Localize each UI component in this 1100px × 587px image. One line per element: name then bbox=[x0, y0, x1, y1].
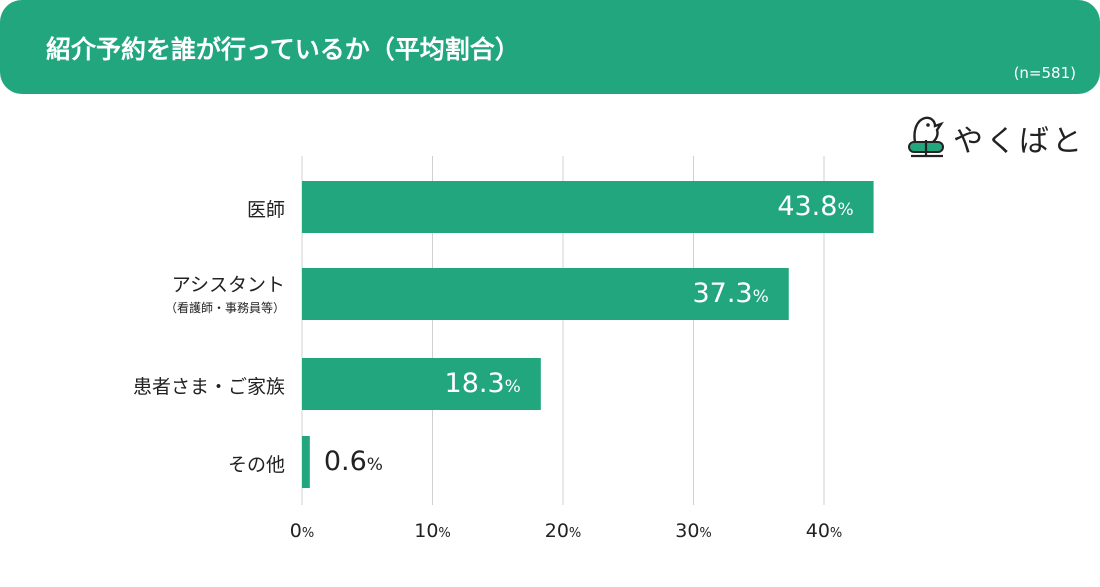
x-tick-value: 30 bbox=[675, 520, 700, 542]
value-unit: % bbox=[504, 377, 521, 397]
value-number: 43.8 bbox=[777, 191, 838, 222]
bar bbox=[302, 436, 310, 488]
value-label: 43.8% bbox=[777, 191, 853, 222]
x-tick-label: 20% bbox=[545, 520, 582, 542]
x-tick-unit: % bbox=[438, 526, 451, 541]
x-tick-value: 40 bbox=[805, 520, 830, 542]
x-tick-label: 30% bbox=[675, 520, 712, 542]
bar bbox=[302, 181, 874, 233]
x-tick-unit: % bbox=[699, 526, 712, 541]
bird-logo-icon bbox=[908, 116, 944, 158]
bar bbox=[302, 358, 541, 410]
x-tick-unit: % bbox=[301, 526, 315, 541]
x-tick-value: 20 bbox=[544, 520, 569, 542]
x-tick-label: 40% bbox=[806, 520, 843, 542]
brand-logo: やくばと bbox=[905, 112, 1085, 162]
category-label: その他 bbox=[227, 454, 285, 476]
chart-title: 紹介予約を誰が行っているか（平均割合） bbox=[46, 35, 520, 64]
sample-size: (n=581) bbox=[1013, 64, 1076, 82]
category-label: 医師 bbox=[246, 199, 285, 221]
category-label: アシスタント bbox=[171, 274, 285, 296]
logo-text: やくばと bbox=[953, 124, 1085, 159]
x-tick-label: 0% bbox=[290, 520, 314, 542]
value-number: 0.6 bbox=[323, 446, 367, 477]
x-tick-unit: % bbox=[829, 526, 843, 541]
value-label: 37.3% bbox=[692, 278, 768, 309]
bar bbox=[302, 268, 789, 320]
x-tick-label: 10% bbox=[414, 520, 451, 542]
x-tick-value: 0 bbox=[289, 520, 302, 542]
value-unit: % bbox=[837, 200, 854, 220]
category-label: 患者さま・ご家族 bbox=[132, 376, 285, 398]
chart-header: 紹介予約を誰が行っているか（平均割合） (n=581) bbox=[0, 0, 1100, 94]
value-label: 18.3% bbox=[445, 368, 521, 399]
category-sublabel: （看護師・事務員等） bbox=[164, 301, 285, 315]
x-tick-value: 10 bbox=[414, 520, 439, 542]
value-label: 0.6% bbox=[324, 446, 383, 477]
x-tick-unit: % bbox=[568, 526, 582, 541]
value-number: 37.3 bbox=[692, 278, 753, 309]
value-unit: % bbox=[366, 455, 383, 475]
value-number: 18.3 bbox=[444, 368, 505, 399]
value-unit: % bbox=[752, 287, 769, 307]
